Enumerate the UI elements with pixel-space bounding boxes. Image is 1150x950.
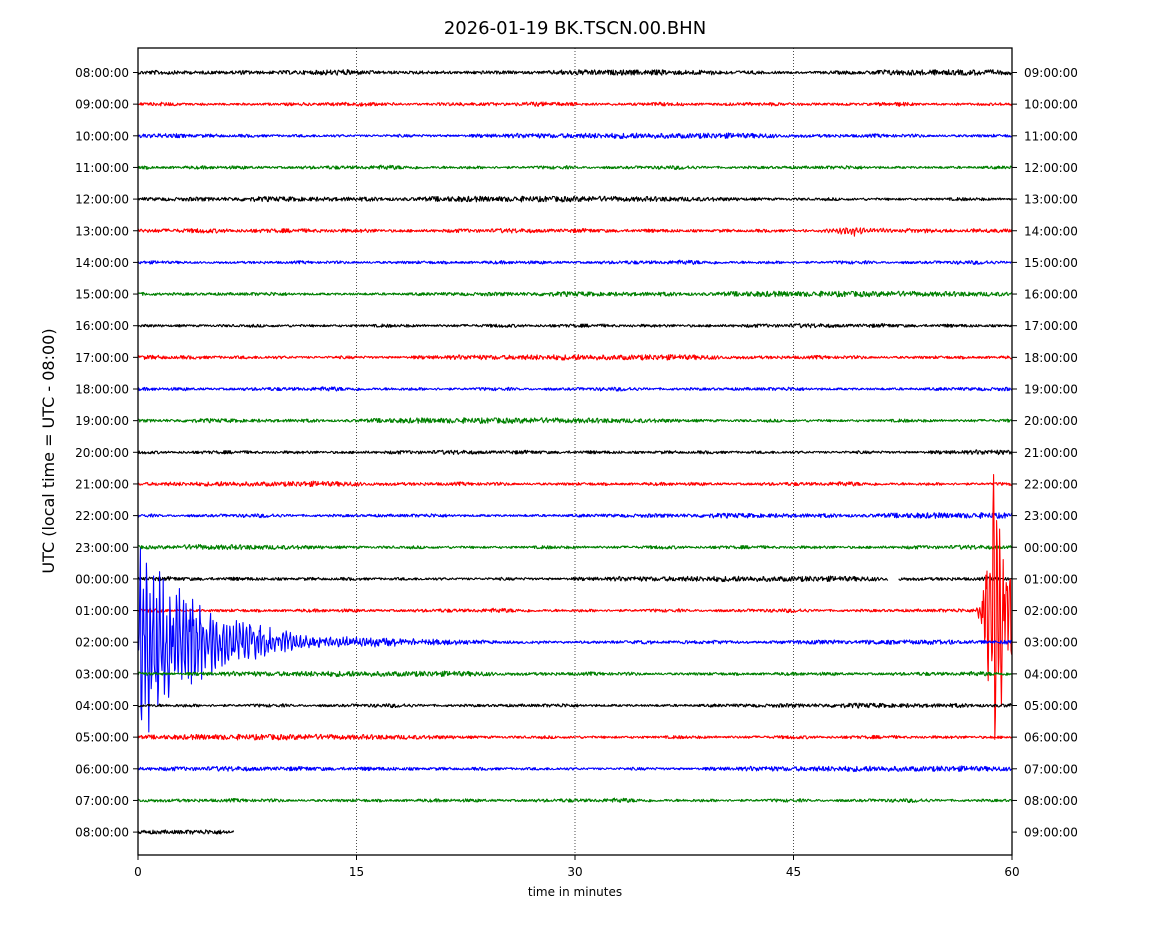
trace-row-14 bbox=[137, 512, 1013, 519]
right-time-label: 10:00:00 bbox=[1024, 98, 1078, 112]
x-tick-label-30: 30 bbox=[567, 865, 582, 879]
grid-lines bbox=[356, 48, 794, 855]
left-time-label: 09:00:00 bbox=[75, 98, 129, 112]
trace-row-7 bbox=[137, 290, 1013, 298]
right-time-label: 09:00:00 bbox=[1024, 66, 1078, 80]
trace-row-3 bbox=[137, 164, 1013, 171]
chart-title: 2026-01-19 BK.TSCN.00.BHN bbox=[444, 18, 706, 39]
left-time-label: 19:00:00 bbox=[75, 414, 129, 428]
right-time-label: 13:00:00 bbox=[1024, 193, 1078, 207]
right-time-label: 05:00:00 bbox=[1024, 699, 1078, 713]
left-time-label: 08:00:00 bbox=[75, 66, 129, 80]
right-time-label: 00:00:00 bbox=[1024, 541, 1078, 555]
right-time-label: 09:00:00 bbox=[1024, 826, 1078, 840]
trace-row-9 bbox=[137, 353, 1012, 361]
trace-row-4 bbox=[137, 195, 1012, 203]
trace-row-1 bbox=[137, 101, 1013, 107]
right-time-label: 14:00:00 bbox=[1024, 224, 1078, 238]
trace-row-24 bbox=[137, 829, 235, 835]
trace-row-2 bbox=[137, 132, 1012, 140]
trace-row-22 bbox=[137, 765, 1012, 773]
right-time-label: 20:00:00 bbox=[1024, 414, 1078, 428]
left-time-label: 02:00:00 bbox=[75, 636, 129, 650]
x-tick-label-60: 60 bbox=[1004, 865, 1019, 879]
right-time-label: 01:00:00 bbox=[1024, 572, 1078, 586]
left-time-label: 00:00:00 bbox=[75, 572, 129, 586]
right-time-label: 03:00:00 bbox=[1024, 636, 1078, 650]
trace-row-13 bbox=[137, 480, 1013, 488]
trace-row-11 bbox=[138, 417, 1013, 425]
x-tick-label-0: 0 bbox=[134, 865, 142, 879]
right-time-label: 23:00:00 bbox=[1024, 509, 1078, 523]
left-time-label: 03:00:00 bbox=[75, 667, 129, 681]
trace-row-0 bbox=[137, 69, 1012, 76]
right-time-label: 19:00:00 bbox=[1024, 383, 1078, 397]
trace-row-8 bbox=[137, 323, 1013, 329]
trace-row-12 bbox=[137, 449, 1013, 456]
left-time-label: 06:00:00 bbox=[75, 762, 129, 776]
right-time-label: 18:00:00 bbox=[1024, 351, 1078, 365]
left-time-label: 22:00:00 bbox=[75, 509, 129, 523]
right-time-label: 12:00:00 bbox=[1024, 161, 1078, 175]
trace-row-5 bbox=[137, 227, 1013, 237]
left-time-label: 08:00:00 bbox=[75, 826, 129, 840]
left-time-label: 01:00:00 bbox=[75, 604, 129, 618]
y-axis-label: UTC (local time = UTC - 08:00) bbox=[39, 328, 58, 573]
right-time-label: 22:00:00 bbox=[1024, 477, 1078, 491]
right-time-label: 21:00:00 bbox=[1024, 446, 1078, 460]
x-axis: 0 15 30 45 60 bbox=[134, 855, 1020, 879]
left-time-label: 12:00:00 bbox=[75, 193, 129, 207]
left-time-label: 04:00:00 bbox=[75, 699, 129, 713]
left-time-label: 05:00:00 bbox=[75, 731, 129, 745]
trace-row-21 bbox=[137, 733, 1013, 741]
trace-row-10 bbox=[137, 386, 1013, 392]
left-time-label: 14:00:00 bbox=[75, 256, 129, 270]
trace-row-20 bbox=[137, 702, 1012, 709]
x-tick-label-15: 15 bbox=[349, 865, 364, 879]
right-time-label: 16:00:00 bbox=[1024, 288, 1078, 302]
left-time-label: 18:00:00 bbox=[75, 383, 129, 397]
left-time-label: 13:00:00 bbox=[75, 224, 129, 238]
right-time-label: 02:00:00 bbox=[1024, 604, 1078, 618]
right-time-label: 17:00:00 bbox=[1024, 319, 1078, 333]
left-time-label: 10:00:00 bbox=[75, 129, 129, 143]
left-time-label: 17:00:00 bbox=[75, 351, 129, 365]
right-time-label: 07:00:00 bbox=[1024, 762, 1078, 776]
left-time-label: 23:00:00 bbox=[75, 541, 129, 555]
trace-row-18 bbox=[137, 547, 1013, 733]
left-time-label: 11:00:00 bbox=[75, 161, 129, 175]
left-time-label: 15:00:00 bbox=[75, 288, 129, 302]
left-time-label: 16:00:00 bbox=[75, 319, 129, 333]
right-time-label: 04:00:00 bbox=[1024, 667, 1078, 681]
left-time-label: 07:00:00 bbox=[75, 794, 129, 808]
left-time-axis: 08:00:00 09:00:00 10:00:00 11:00:00 12:00:00… bbox=[75, 66, 138, 840]
left-time-label: 21:00:00 bbox=[75, 477, 129, 491]
right-time-label: 06:00:00 bbox=[1024, 731, 1078, 745]
left-time-label: 20:00:00 bbox=[75, 446, 129, 460]
right-time-axis: 09:00:00 10:00:00 11:00:00 12:00:00 13:00:00… bbox=[1012, 66, 1078, 840]
x-axis-label: time in minutes bbox=[528, 885, 622, 899]
trace-row-17 bbox=[137, 474, 1013, 740]
trace-row-15 bbox=[137, 544, 1013, 551]
trace-row-23 bbox=[137, 797, 1013, 804]
seismic-traces bbox=[137, 69, 1013, 835]
x-tick-label-45: 45 bbox=[786, 865, 801, 879]
right-time-label: 15:00:00 bbox=[1024, 256, 1078, 270]
right-time-label: 11:00:00 bbox=[1024, 129, 1078, 143]
right-time-label: 08:00:00 bbox=[1024, 794, 1078, 808]
trace-row-6 bbox=[137, 259, 1012, 266]
trace-row-19 bbox=[137, 670, 1013, 678]
